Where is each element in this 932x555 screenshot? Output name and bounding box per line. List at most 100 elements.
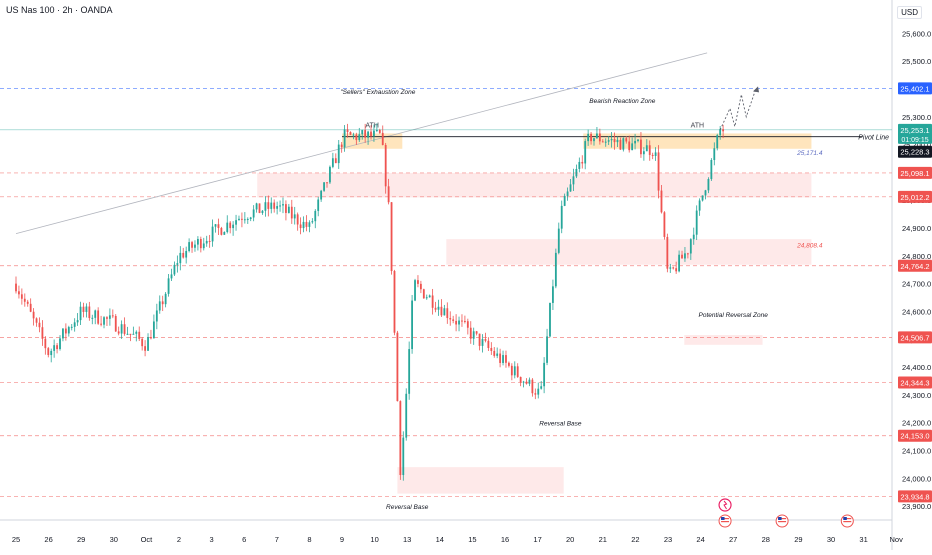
flag-stripe	[721, 518, 730, 520]
candle	[29, 303, 32, 312]
candle	[18, 291, 20, 295]
trendline[interactable]	[15, 52, 708, 234]
candle	[126, 333, 129, 335]
candle	[455, 320, 458, 325]
x-tick-label: 29	[77, 535, 85, 544]
candle	[375, 130, 378, 132]
pivot-price-label: 25,228.3	[900, 148, 929, 157]
candle	[314, 210, 317, 222]
candle	[276, 206, 279, 209]
x-tick-label: 31	[859, 535, 867, 544]
candle	[666, 236, 669, 269]
price-badge-label: 24,764.2	[900, 262, 929, 271]
candle	[23, 298, 26, 302]
candle	[155, 310, 158, 322]
candle	[402, 437, 405, 476]
price-badge	[898, 376, 932, 389]
candle	[373, 130, 375, 137]
candle	[311, 221, 314, 223]
price-badge-label: 25,098.1	[900, 169, 929, 178]
candle	[678, 254, 680, 272]
candle	[97, 310, 100, 324]
candle	[546, 336, 548, 363]
candle	[32, 311, 35, 319]
candle	[478, 333, 481, 346]
candle	[593, 138, 595, 142]
zone-red-3	[446, 239, 812, 265]
candle	[152, 321, 155, 339]
candle	[411, 300, 413, 350]
candle	[425, 297, 428, 299]
candle	[446, 308, 449, 319]
candle	[431, 295, 434, 308]
candle	[196, 238, 199, 245]
candle	[364, 130, 367, 138]
candle	[20, 294, 23, 299]
candle	[85, 306, 88, 312]
candle	[129, 333, 132, 335]
candle	[669, 267, 672, 269]
candle	[67, 327, 70, 334]
candle	[657, 152, 660, 191]
candle	[692, 234, 695, 240]
candle	[490, 347, 493, 351]
y-tick-label: 24,100.0	[902, 446, 931, 455]
candle	[202, 243, 205, 249]
x-tick-label: 25	[12, 535, 20, 544]
candle	[299, 224, 302, 229]
candle	[408, 349, 411, 394]
candle	[223, 231, 226, 235]
candle	[94, 310, 97, 318]
x-tick-label: 16	[501, 535, 509, 544]
candle	[120, 324, 123, 334]
current-price-badge	[898, 123, 932, 144]
price-badge-label: 24,153.0	[900, 432, 929, 441]
candle	[645, 145, 648, 152]
candle	[108, 315, 111, 319]
candle	[70, 326, 73, 328]
currency-button[interactable]: USD	[897, 6, 922, 19]
candle	[622, 138, 625, 150]
candle	[472, 331, 475, 339]
candle	[167, 278, 170, 294]
candle	[41, 327, 44, 339]
candle	[449, 318, 452, 320]
candle	[158, 301, 161, 311]
candle	[434, 307, 437, 310]
candle	[235, 220, 237, 225]
zone-label: ATH	[365, 122, 378, 129]
candle	[296, 214, 299, 225]
candle	[290, 206, 293, 219]
candle	[150, 337, 152, 339]
x-tick-label: 30	[110, 535, 118, 544]
candle	[73, 322, 76, 327]
candle	[194, 244, 196, 248]
chart-title[interactable]: US Nas 100 · 2h · OANDA	[6, 5, 113, 15]
candle	[387, 186, 390, 203]
x-tick-label: 9	[340, 535, 344, 544]
candle	[144, 346, 147, 351]
candle	[176, 263, 179, 265]
pivot-price-badge	[898, 145, 932, 158]
candle	[513, 366, 516, 376]
candle	[56, 345, 58, 350]
candle	[634, 140, 636, 144]
price-badge	[898, 259, 932, 272]
candle	[117, 331, 120, 334]
price-badge-label: 23,934.8	[900, 492, 929, 501]
candle	[88, 306, 91, 319]
candle	[38, 322, 41, 328]
x-tick-label: 15	[468, 535, 476, 544]
candle	[543, 362, 546, 387]
candle	[502, 355, 504, 363]
x-tick-label: 13	[403, 535, 411, 544]
candle	[79, 306, 82, 321]
x-tick-label: 10	[370, 535, 378, 544]
candle	[26, 301, 29, 304]
candle	[651, 154, 654, 156]
candle	[578, 161, 581, 169]
y-tick-label: 24,400.0	[902, 363, 931, 372]
candle	[516, 366, 519, 377]
candle	[701, 195, 704, 201]
